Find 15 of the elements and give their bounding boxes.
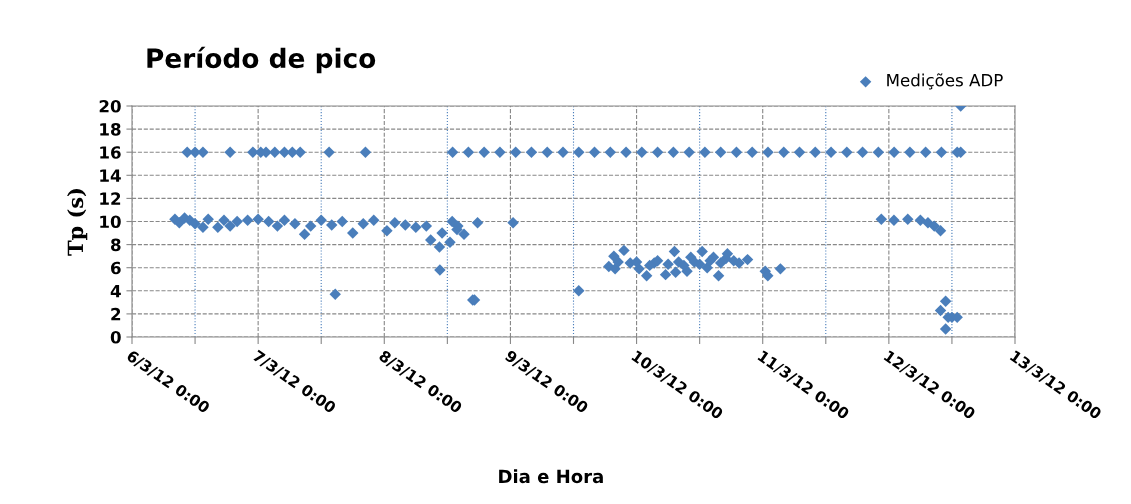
y-tick-label: 6 [111, 261, 121, 275]
y-tick-label: 16 [100, 146, 121, 159]
x-axis-title: Dia e Hora [499, 469, 603, 484]
y-tick-label: 10 [100, 215, 121, 229]
y-tick-label: 14 [100, 169, 121, 182]
y-tick-label: 18 [100, 123, 121, 136]
y-axis-title: Tp (s) [67, 189, 88, 256]
legend-label: Medições ADP [887, 73, 1003, 90]
y-tick-label: 8 [111, 238, 121, 252]
y-tick-label: 0 [110, 330, 121, 344]
y-tick-label: 20 [99, 99, 121, 113]
y-tick-label: 12 [100, 192, 121, 205]
y-tick-label: 2 [111, 307, 121, 321]
chart-title: Período de pico [147, 46, 376, 74]
y-tick-label: 4 [110, 284, 121, 298]
